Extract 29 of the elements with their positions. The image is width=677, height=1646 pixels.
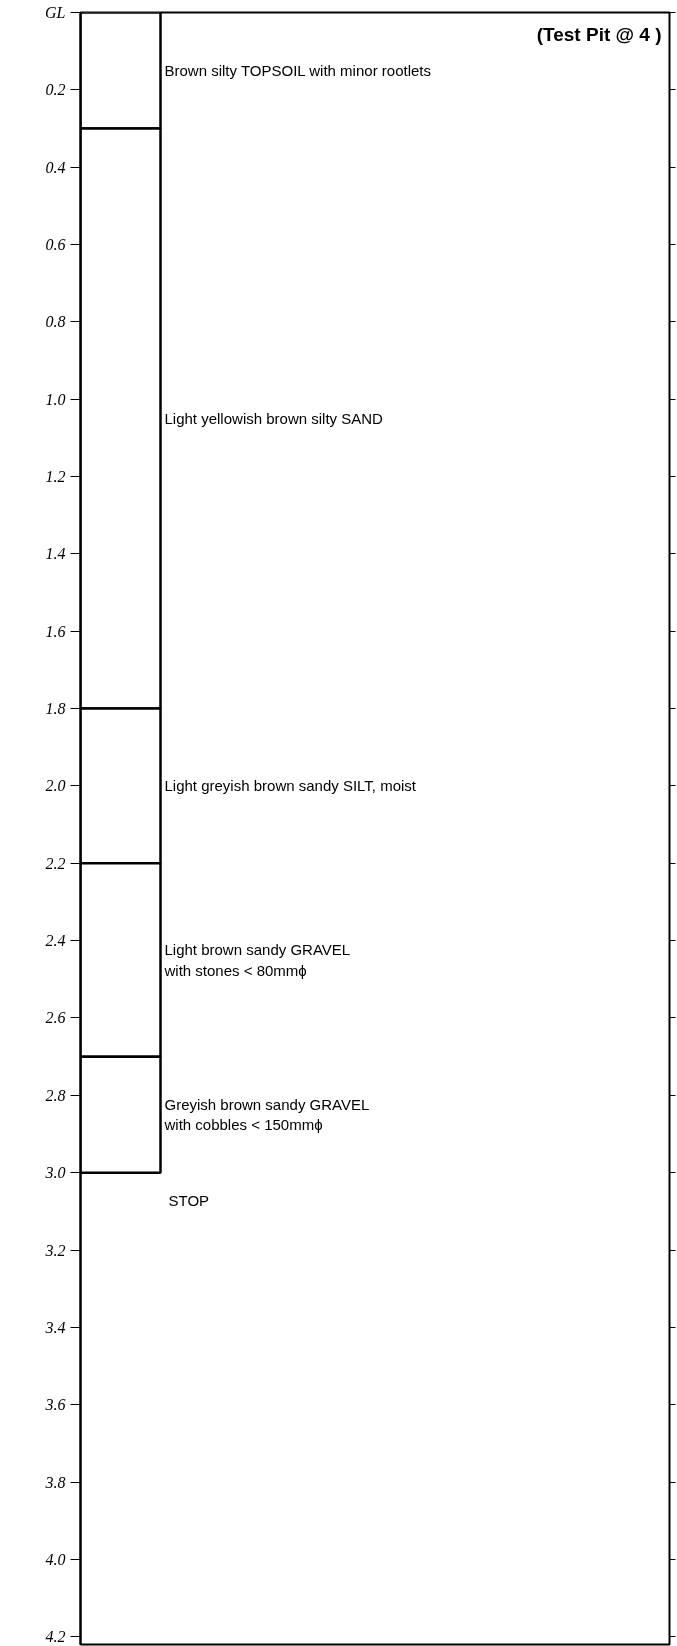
y-tick-label: 4.0 xyxy=(45,1550,66,1568)
y-tick-label: 3.2 xyxy=(44,1241,66,1259)
y-tick-label: 1.6 xyxy=(45,622,66,640)
series-label: Greyish brown sandy GRAVEL with cobbles < 150mmϕ xyxy=(163,1095,370,1134)
y-tick-label: 1.2 xyxy=(45,468,66,486)
series-label: Light greyish brown sandy SILT, moist xyxy=(164,777,417,795)
text: STOP xyxy=(168,1192,210,1210)
y-tick-label: 1.8 xyxy=(45,700,66,718)
y-tick-label: 4.2 xyxy=(45,1628,66,1646)
y-tick-label: 1.4 xyxy=(45,545,66,563)
series-label: Brown silty TOPSOIL with minor rootlets xyxy=(164,62,431,80)
y-tick-label: 3.4 xyxy=(44,1318,66,1336)
y-tick-label: 0.2 xyxy=(45,81,66,99)
y-tick-label: 1.0 xyxy=(45,390,66,408)
series-label: Light brown sandy GRAVEL with stones < 80mmϕ xyxy=(163,941,351,979)
y-tick-label: 2.4 xyxy=(45,932,66,950)
y-tick-label: 0.4 xyxy=(45,158,66,176)
y-tick-label: 3.0 xyxy=(44,1164,66,1182)
y-tick-label: 2.8 xyxy=(45,1086,66,1104)
y-tick-label: 3.6 xyxy=(44,1396,66,1414)
y-tick-label: GL xyxy=(45,4,66,21)
y-tick-label: 2.0 xyxy=(45,777,66,795)
y-tick-label: 0.8 xyxy=(45,313,66,331)
y-tick-label: 3.8 xyxy=(44,1473,66,1491)
y-tick-label: 0.6 xyxy=(45,236,66,254)
text: (Test Pit @ 4 ) xyxy=(536,24,662,46)
y-tick-label: 2.6 xyxy=(45,1009,66,1027)
series-label: Light yellowish brown silty SAND xyxy=(164,410,384,428)
y-tick-label: 2.2 xyxy=(45,854,66,872)
